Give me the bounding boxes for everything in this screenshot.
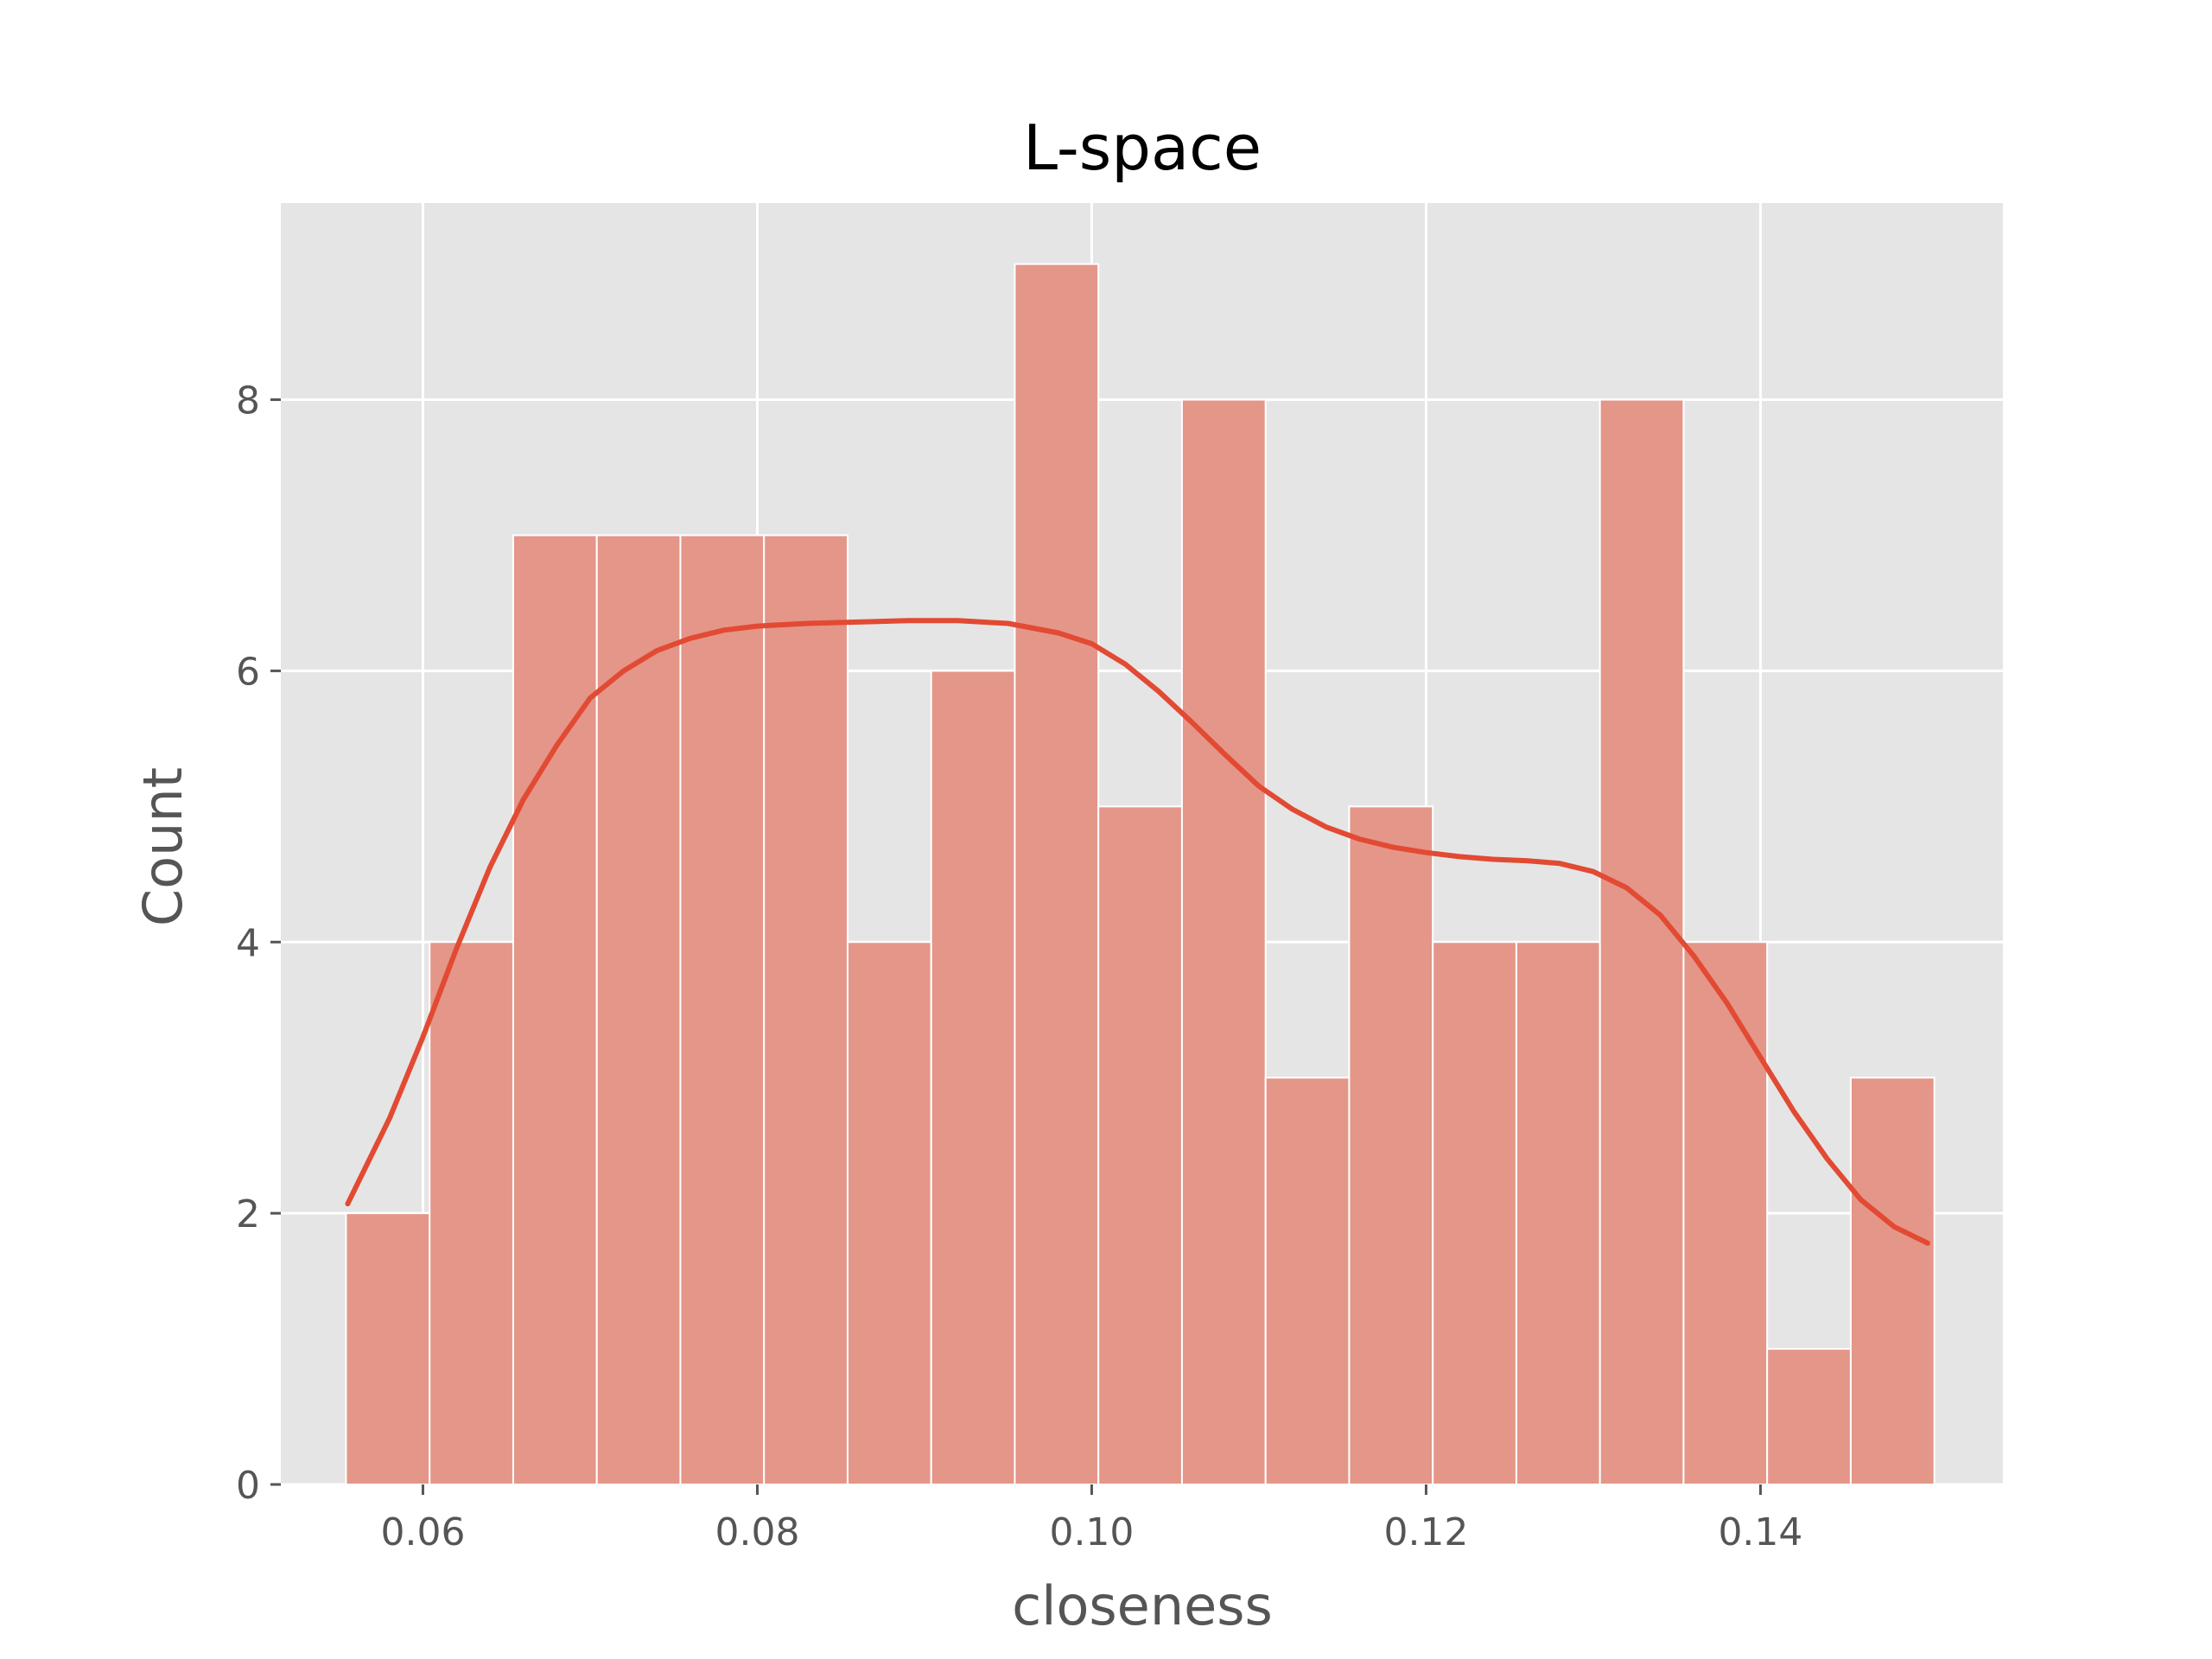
- y-tick-label: 6: [236, 650, 260, 694]
- histogram-bar: [1682, 941, 1769, 1485]
- histogram-bar: [763, 534, 849, 1486]
- plot-area: 0.06 0.08 0.10 0.12 0.14 0 2 4 6 8: [236, 203, 2003, 1554]
- y-tick-label: 0: [236, 1464, 260, 1508]
- x-tick-label: 0.12: [1383, 1510, 1468, 1554]
- x-tick-label: 0.06: [380, 1510, 465, 1554]
- histogram-bar: [1014, 263, 1100, 1486]
- chart-title: L-space: [1023, 111, 1262, 184]
- x-tick-label: 0.10: [1049, 1510, 1134, 1554]
- histogram-bar: [429, 941, 514, 1485]
- histogram-bar: [1849, 1077, 1936, 1485]
- histogram-bar: [1766, 1348, 1852, 1485]
- histogram-bar: [679, 534, 766, 1486]
- histogram-bar: [846, 941, 932, 1485]
- histogram-bar: [512, 534, 598, 1486]
- histogram-bar: [1348, 805, 1434, 1485]
- x-tick-label: 0.08: [715, 1510, 799, 1554]
- histogram-bar: [1180, 398, 1267, 1485]
- histogram-bar: [595, 534, 682, 1486]
- y-tick-label: 8: [236, 379, 260, 423]
- histogram-bar: [1097, 805, 1183, 1485]
- histogram-bar: [1515, 941, 1601, 1485]
- histogram-bar: [1264, 1077, 1351, 1485]
- y-tick-label: 4: [236, 921, 260, 965]
- histogram-bar: [345, 1212, 431, 1485]
- y-tick-label: 2: [236, 1192, 260, 1236]
- histogram-bar: [930, 670, 1016, 1485]
- x-tick-label: 0.14: [1718, 1510, 1802, 1554]
- y-axis-label: Count: [131, 767, 194, 926]
- x-axis-label: closeness: [1012, 1574, 1273, 1637]
- kde-line: [345, 618, 1930, 1246]
- histogram-bar: [1599, 398, 1685, 1485]
- histogram-bar: [1432, 941, 1517, 1485]
